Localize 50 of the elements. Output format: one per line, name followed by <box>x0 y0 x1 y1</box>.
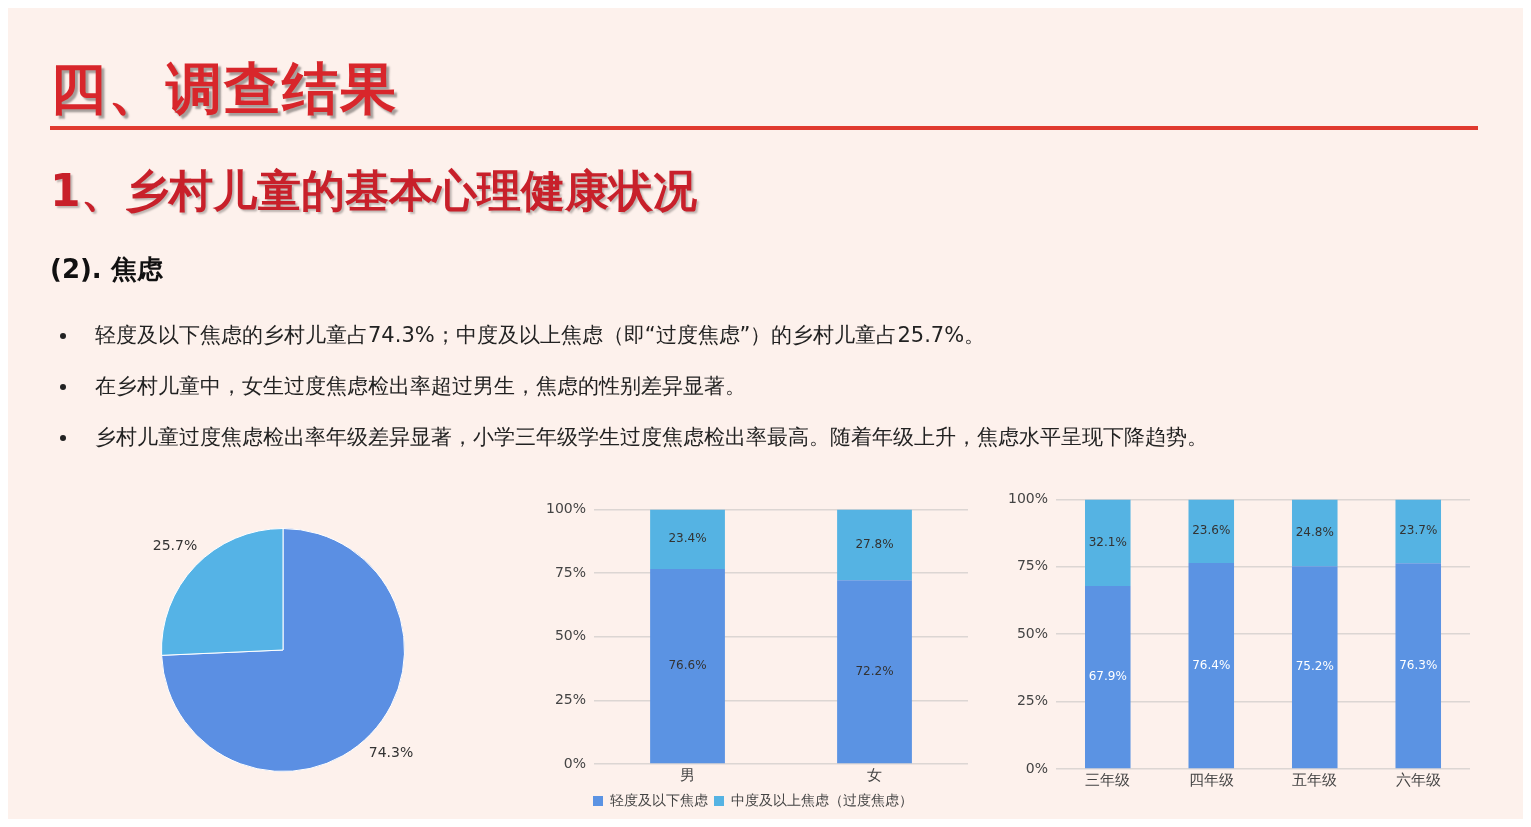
data-label: 76.6% <box>668 658 707 673</box>
bar <box>1395 563 1442 769</box>
y-tick-label: 25% <box>1016 692 1049 709</box>
x-tick-label: 三年级 <box>1085 770 1131 789</box>
bar <box>1188 499 1235 564</box>
text: 轻度及以下焦虑的乡村儿童占74.3%；中度及以上焦虑（即“过度焦虑”）的乡村儿童占25.7%。 <box>95 322 986 349</box>
legend-label: 中度及以上焦虑（过度焦虑） <box>731 791 913 808</box>
data-label: 32.1% <box>1088 534 1127 549</box>
y-tick-label: 75% <box>1016 557 1049 574</box>
x-tick-label: 男 <box>680 765 696 784</box>
y-tick-label: 0% <box>1025 759 1049 776</box>
bar <box>1188 563 1235 769</box>
data-label: 23.6% <box>1192 523 1231 538</box>
y-tick-label: 100% <box>545 500 587 517</box>
bar <box>1291 566 1338 769</box>
data-label: 76.3% <box>1399 657 1438 672</box>
legend-label: 轻度及以下焦虑 <box>610 791 708 808</box>
data-label: 27.8% <box>855 536 894 551</box>
y-tick-label: 0% <box>563 754 587 771</box>
data-label: 23.7% <box>1399 523 1438 538</box>
x-tick-label: 五年级 <box>1292 770 1338 789</box>
bar <box>837 580 912 764</box>
data-label: 75.2% <box>1295 659 1334 674</box>
data-label: 76.4% <box>1192 657 1231 672</box>
y-tick-label: 50% <box>1016 624 1049 641</box>
chart-title: 四、调查结果 <box>50 55 398 123</box>
bar <box>1291 499 1338 567</box>
data-label: 74.3% <box>368 744 414 760</box>
data-label: 25.7% <box>152 537 198 554</box>
bar <box>1395 499 1442 564</box>
x-tick-label: 四年级 <box>1188 770 1234 789</box>
text: 乡村儿童过度焦虑检出率年级差异显著，小学三年级学生过度焦虑检出率最高。随着年级上升，焦虑水平呈现下降趋势。 <box>95 424 1208 451</box>
y-tick-label: 50% <box>554 627 587 644</box>
y-tick-label: 100% <box>1007 490 1049 507</box>
data-label: 72.2% <box>855 663 894 678</box>
text: 在乡村儿童中，女生过度焦虑检出率超过男生，焦虑的性别差异显著。 <box>95 373 746 400</box>
chart-subtitle: 1、乡村儿童的基本心理健康状况 <box>50 164 697 218</box>
bar <box>650 568 725 764</box>
x-tick-label: 女 <box>867 765 883 784</box>
data-label: 24.8% <box>1295 524 1334 539</box>
bar <box>1085 585 1131 769</box>
text: (2). 焦虑 <box>50 253 163 286</box>
y-tick-label: 75% <box>554 563 587 580</box>
x-tick-label: 六年级 <box>1395 770 1441 789</box>
data-label: 23.4% <box>668 531 707 546</box>
bar <box>1085 499 1131 586</box>
bar <box>837 509 912 581</box>
data-label: 67.9% <box>1088 669 1127 684</box>
y-tick-label: 25% <box>554 690 587 707</box>
bar <box>650 509 725 569</box>
